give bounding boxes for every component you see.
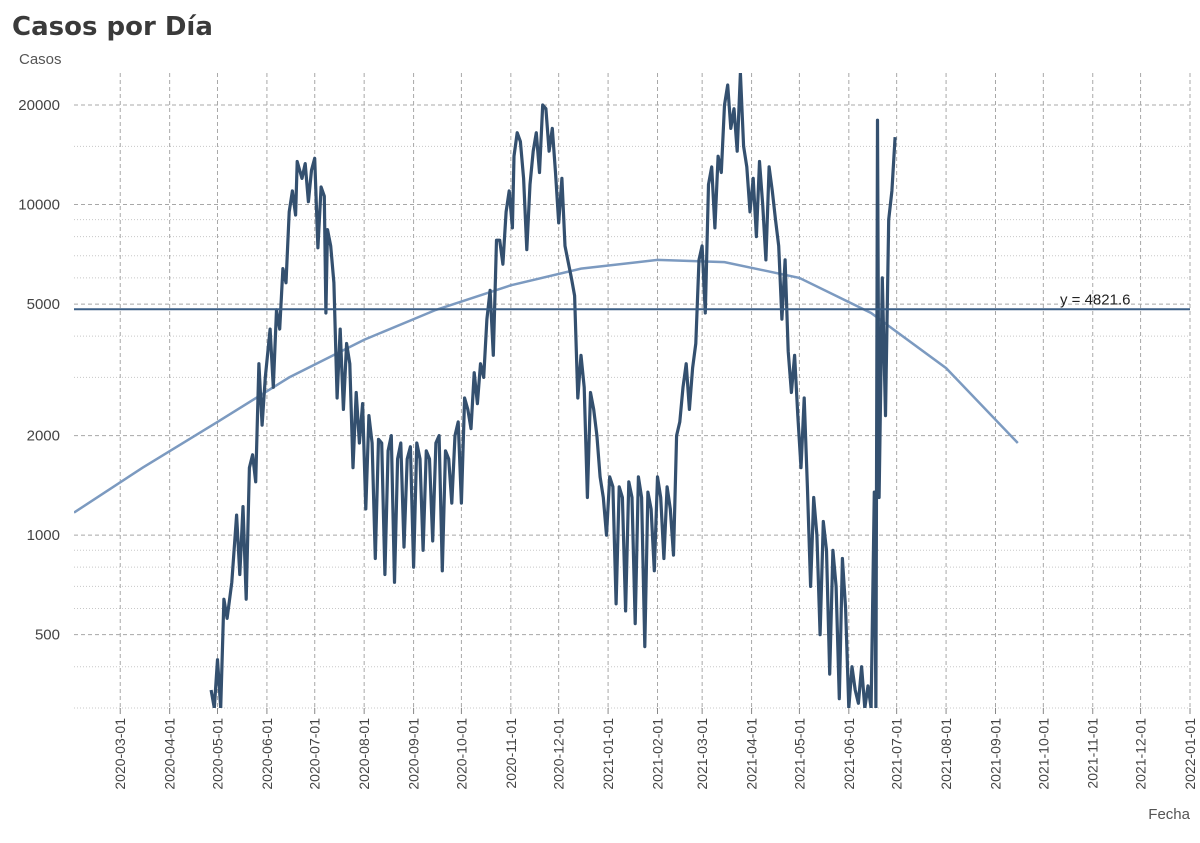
y-tick-label: 20000 (18, 97, 60, 114)
y-tick-label: 1000 (27, 527, 60, 544)
x-tick-label: 2022-01-01 (1182, 718, 1198, 790)
y-axis-label: Casos (19, 51, 62, 68)
x-tick-label: 2020-06-01 (259, 718, 275, 790)
x-tick-label: 2021-12-01 (1133, 718, 1149, 790)
x-tick-label: 2021-09-01 (987, 718, 1003, 790)
x-tick-label: 2020-03-01 (112, 718, 128, 790)
reference-line-label: y = 4821.6 (1060, 291, 1130, 308)
x-tick-label: 2021-02-01 (650, 718, 666, 790)
trend-series-line (74, 258, 1019, 514)
x-tick-label: 2021-10-01 (1035, 718, 1051, 790)
x-tick-label: 2020-08-01 (356, 718, 372, 790)
x-tick-label: 2021-05-01 (791, 718, 807, 790)
x-tick-label: 2020-09-01 (406, 718, 422, 790)
x-tick-label: 2021-07-01 (889, 718, 905, 790)
x-tick-label: 2021-08-01 (938, 718, 954, 790)
x-tick-label: 2021-03-01 (694, 718, 710, 790)
x-tick-label: 2021-06-01 (841, 718, 857, 790)
x-axis-label: Fecha (1148, 806, 1190, 823)
chart-title: Casos por Día (12, 12, 213, 42)
daily-cases-series-line (209, 73, 897, 708)
y-tick-label: 2000 (27, 428, 60, 445)
x-tick-label: 2021-04-01 (744, 718, 760, 790)
x-tick-label: 2020-07-01 (307, 718, 323, 790)
x-tick-label: 2020-05-01 (209, 718, 225, 790)
x-tick-label: 2021-01-01 (600, 718, 616, 790)
x-tick-label: 2020-04-01 (162, 718, 178, 790)
x-tick-label: 2020-12-01 (551, 718, 567, 790)
y-tick-label: 5000 (27, 296, 60, 313)
x-tick-label: 2020-11-01 (503, 718, 519, 789)
x-tick-label: 2020-10-01 (453, 718, 469, 790)
y-tick-label: 500 (35, 627, 60, 644)
x-tick-label: 2021-11-01 (1085, 718, 1101, 789)
y-tick-label: 10000 (18, 197, 60, 214)
